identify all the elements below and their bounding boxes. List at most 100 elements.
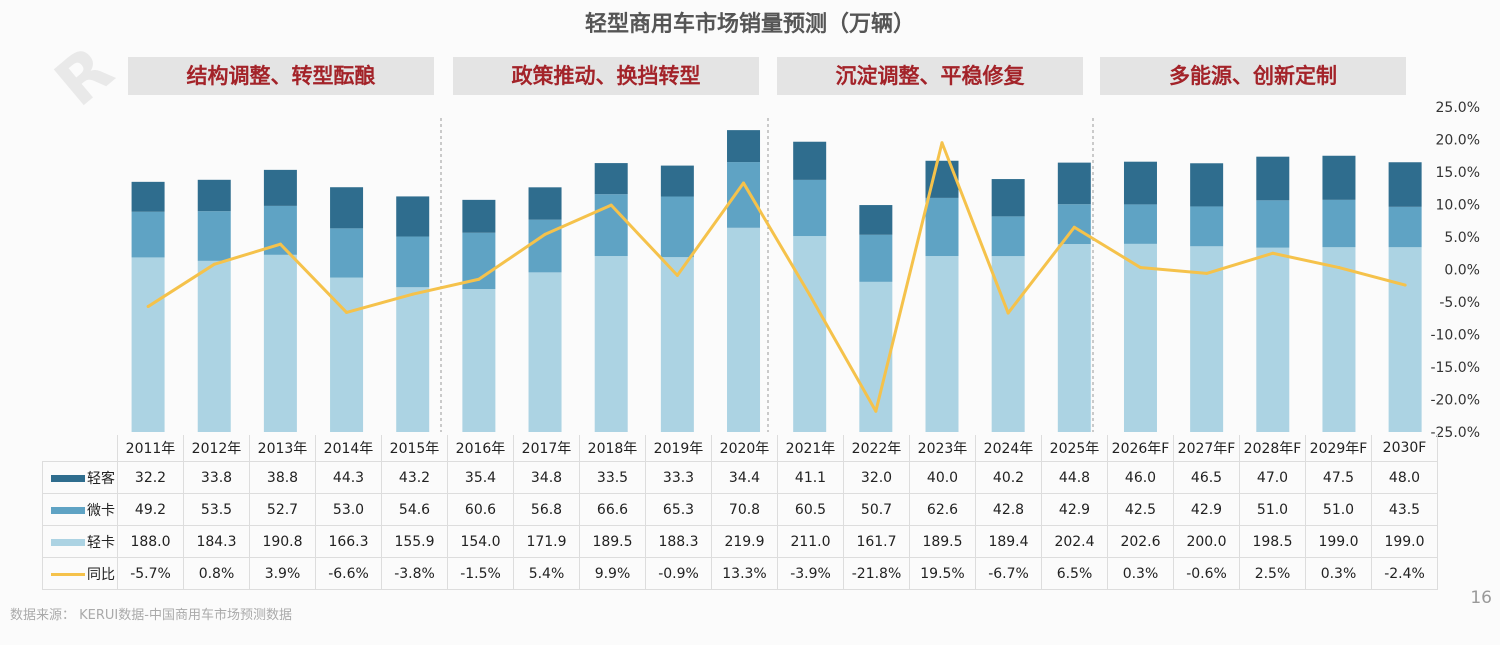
bar-qingka xyxy=(396,287,430,432)
bar-qingke xyxy=(197,179,231,212)
legend-cell: 轻卡 xyxy=(42,525,118,558)
bar-qingka xyxy=(330,277,364,432)
data-table: 2011年 2012年 2013年 2014年 2015年 2016年 2017年 2018年… xyxy=(42,435,1438,590)
bar-qingke xyxy=(528,187,562,220)
yoy-point xyxy=(411,292,415,296)
table-row: 微卡 49.2 53.5 52.7 53.0 54.6 60.6 56.8 66.6 65.3 70… xyxy=(42,493,1438,526)
bar-qingke xyxy=(594,163,628,195)
yoy-point xyxy=(1337,266,1341,270)
data-label: -5.7% xyxy=(117,557,184,590)
bar-qingke xyxy=(131,181,165,212)
data-label: 32.0 xyxy=(843,461,910,494)
right-axis-tick-label: -5.0% xyxy=(1439,295,1480,311)
yoy-point xyxy=(1205,271,1209,275)
yoy-point xyxy=(1006,311,1010,315)
table-row: 轻客 32.2 33.8 38.8 44.3 43.2 35.4 34.8 33.5 33.3 34… xyxy=(42,461,1438,494)
data-label: 202.6 xyxy=(1107,525,1174,558)
data-label: 32.2 xyxy=(117,461,184,494)
category-label: 2014年 xyxy=(315,435,382,462)
legend-label: 轻卡 xyxy=(87,534,115,551)
bar-weika xyxy=(859,234,893,282)
category-label: 2020年 xyxy=(711,435,778,462)
bar-qingka xyxy=(594,256,628,432)
data-label: 70.8 xyxy=(711,493,778,526)
data-label: 34.8 xyxy=(513,461,580,494)
data-label: 202.4 xyxy=(1041,525,1108,558)
legend-label: 同比 xyxy=(87,566,115,583)
data-label: 161.7 xyxy=(843,525,910,558)
data-label: 56.8 xyxy=(513,493,580,526)
table-row: 同比 -5.7% 0.8% 3.9% -6.6% -3.8% -1.5% 5.4% 9.9% -0… xyxy=(42,557,1438,590)
data-label: 188.0 xyxy=(117,525,184,558)
right-axis-tick-label: 15.0% xyxy=(1436,165,1480,181)
legend-cell: 轻客 xyxy=(42,461,118,494)
right-axis-tick-label: 5.0% xyxy=(1444,230,1480,246)
category-label: 2022年 xyxy=(843,435,910,462)
phase-banner-3: 沉淀调整、平稳修复 xyxy=(777,57,1083,95)
bar-qingke xyxy=(462,199,496,233)
data-label: 171.9 xyxy=(513,525,580,558)
category-label: 2025年 xyxy=(1041,435,1108,462)
yoy-point xyxy=(1138,266,1142,270)
bar-weika xyxy=(1256,200,1290,248)
bar-qingka xyxy=(263,254,297,432)
data-label: -1.5% xyxy=(447,557,514,590)
data-label: 38.8 xyxy=(249,461,316,494)
bar-qingke xyxy=(1190,163,1224,207)
legend-cell: 微卡 xyxy=(42,493,118,526)
legend-label: 微卡 xyxy=(87,502,115,519)
yoy-point xyxy=(146,305,150,309)
data-label: 166.3 xyxy=(315,525,382,558)
legend-swatch xyxy=(51,573,85,576)
bar-qingke xyxy=(793,141,827,180)
data-label: -3.9% xyxy=(777,557,844,590)
data-label: 189.5 xyxy=(579,525,646,558)
data-label: 33.5 xyxy=(579,461,646,494)
data-label: 42.9 xyxy=(1041,493,1108,526)
bar-qingka xyxy=(1190,246,1224,432)
bar-qingka xyxy=(1388,247,1422,432)
data-label: 49.2 xyxy=(117,493,184,526)
yoy-point xyxy=(874,409,878,413)
bar-weika xyxy=(991,216,1025,257)
data-label: 188.3 xyxy=(645,525,712,558)
data-label: 43.2 xyxy=(381,461,448,494)
data-label: 33.8 xyxy=(183,461,250,494)
data-label: 47.0 xyxy=(1239,461,1306,494)
data-label: 199.0 xyxy=(1305,525,1372,558)
bar-qingke xyxy=(1123,161,1157,205)
data-label: 199.0 xyxy=(1371,525,1438,558)
data-label: 50.7 xyxy=(843,493,910,526)
data-label: 51.0 xyxy=(1305,493,1372,526)
data-label: -0.6% xyxy=(1173,557,1240,590)
right-axis-tick-label: -20.0% xyxy=(1430,393,1480,409)
data-label: 6.5% xyxy=(1041,557,1108,590)
legend-swatch xyxy=(51,539,85,546)
data-label: 60.6 xyxy=(447,493,514,526)
data-label: 211.0 xyxy=(777,525,844,558)
right-axis-tick-label: 25.0% xyxy=(1436,100,1480,116)
category-label: 2017年 xyxy=(513,435,580,462)
bar-qingke xyxy=(1322,155,1356,200)
data-label: 46.5 xyxy=(1173,461,1240,494)
data-label: 189.5 xyxy=(909,525,976,558)
table-corner xyxy=(43,435,118,462)
bar-weika xyxy=(1123,204,1157,244)
bar-weika xyxy=(925,197,959,257)
bar-qingke xyxy=(859,205,893,235)
legend-swatch xyxy=(51,475,85,482)
bar-weika xyxy=(727,162,761,228)
bar-qingke xyxy=(991,179,1025,217)
legend-cell: 同比 xyxy=(42,557,118,590)
data-label: 200.0 xyxy=(1173,525,1240,558)
data-label: 184.3 xyxy=(183,525,250,558)
data-label: 41.1 xyxy=(777,461,844,494)
bar-qingke xyxy=(396,196,430,237)
right-axis-tick-label: 10.0% xyxy=(1436,198,1480,214)
bar-qingka xyxy=(793,236,827,432)
yoy-point xyxy=(345,310,349,314)
category-label: 2026年F xyxy=(1107,435,1174,462)
legend-swatch xyxy=(51,507,85,514)
right-axis-tick-label: -25.0% xyxy=(1430,425,1480,441)
data-label: 33.3 xyxy=(645,461,712,494)
